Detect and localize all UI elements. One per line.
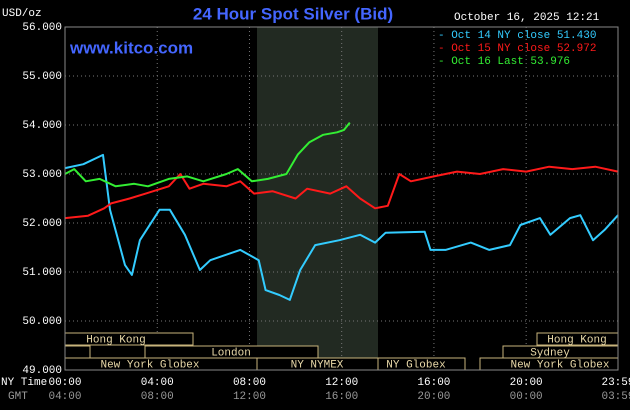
legend-entry: - Oct 16 Last 53.976 [438, 56, 570, 68]
watermark: www.kitco.com [69, 38, 193, 57]
legend-entry: - Oct 15 NY close 52.972 [438, 43, 596, 55]
session-label: Sydney [530, 347, 570, 359]
x-tick-label: 20:00 [510, 377, 543, 389]
legend-entry: - Oct 14 NY close 51.430 [438, 30, 596, 42]
y-tick-label: 53.000 [22, 169, 62, 181]
x2-tick-label: 03:59 [601, 391, 630, 403]
session-box [64, 345, 91, 359]
nymex-shade [257, 27, 378, 370]
plot-border [64, 26, 619, 371]
y-tick-label: 54.000 [22, 120, 62, 132]
x-tick-label: 08:00 [233, 377, 266, 389]
session-label: NY Globex [386, 359, 446, 371]
x2-tick-label: 04:00 [48, 391, 81, 403]
session-label: NY NYMEX [291, 359, 344, 371]
x-tick-label: 00:00 [48, 377, 81, 389]
x-axis-label: NY Time [1, 377, 47, 389]
session-label: New York Globex [100, 359, 199, 371]
x-tick-label: 23:59 [601, 377, 630, 389]
session-label: New York Globex [510, 359, 609, 371]
x-tick-label: 16:00 [417, 377, 450, 389]
x2-tick-label: 08:00 [141, 391, 174, 403]
session-label: Hong Kong [86, 334, 145, 346]
x-tick-label: 12:00 [325, 377, 358, 389]
chart-title: 24 Hour Spot Silver (Bid) [193, 4, 393, 23]
x-tick-label: 04:00 [141, 377, 174, 389]
y-tick-label: 55.000 [22, 71, 62, 83]
x2-tick-label: 12:00 [233, 391, 266, 403]
y-tick-label: 50.000 [22, 316, 62, 328]
x2-tick-label: 16:00 [325, 391, 358, 403]
y-tick-label: 56.000 [22, 22, 62, 34]
series-line [64, 165, 619, 220]
y-tick-label: 51.000 [22, 267, 62, 279]
x2-tick-label: 20:00 [417, 391, 450, 403]
y-tick-label: 52.000 [22, 218, 62, 230]
session-label: London [211, 347, 251, 359]
timestamp: October 16, 2025 12:21 [454, 12, 600, 24]
series-line [64, 153, 619, 301]
series-line [64, 121, 351, 188]
x2-axis-label: GMT [8, 391, 28, 403]
y-tick-label: 49.000 [22, 365, 62, 377]
sessions: Hong Kong London New York Globex NY NYME… [64, 332, 619, 371]
session-label: Hong Kong [547, 334, 606, 346]
x2-tick-label: 00:00 [510, 391, 543, 403]
y-axis-label: USD/oz [2, 8, 42, 20]
